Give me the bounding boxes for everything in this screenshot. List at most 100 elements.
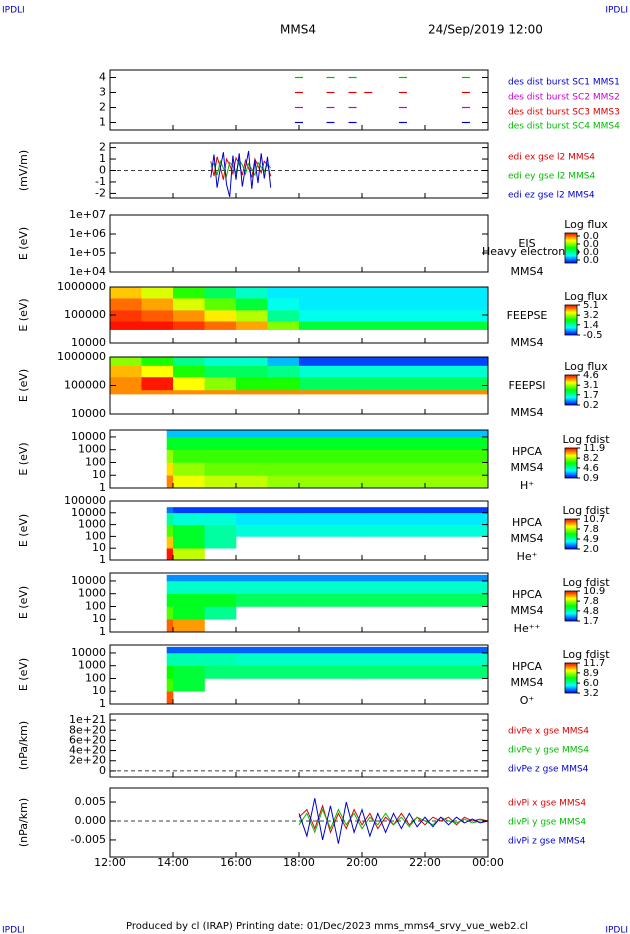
colorbar-tick-label: 1.7	[583, 616, 599, 627]
y-tick-label: 1e+21	[69, 713, 106, 726]
spectrogram-cell	[173, 678, 205, 692]
spectrogram-cell	[425, 365, 489, 378]
x-tick-label: 14:00	[157, 856, 189, 869]
spectrogram-cell	[267, 321, 300, 330]
spectrogram-cell	[267, 449, 300, 463]
y-tick-label: -0.005	[71, 833, 106, 846]
corner-mark: IPDLI	[2, 926, 25, 934]
y-tick-label: 10000	[71, 407, 106, 420]
spectrogram-cell	[204, 436, 237, 451]
spectrogram-cell	[166, 593, 174, 607]
panel-label: HPCA	[512, 588, 543, 601]
spectrogram-cell	[362, 357, 426, 366]
spectrogram-cell	[362, 580, 426, 595]
y-tick-label: 3	[99, 86, 106, 99]
legend-entry: des dist burst SC4 MMS4	[508, 122, 620, 132]
colorbar-tick-label: 4.9	[583, 534, 599, 545]
x-tick-label: 00:00	[472, 856, 504, 869]
x-tick-label: 16:00	[220, 856, 252, 869]
spectrogram-cell	[166, 574, 174, 582]
colorbar-tick-label: 0.0	[583, 231, 599, 242]
x-tick-label: 22:00	[409, 856, 441, 869]
spectrogram-cell	[425, 430, 489, 438]
spectrogram-cell	[204, 389, 237, 395]
spectrogram-cell	[267, 436, 300, 451]
spectrogram-cell	[299, 376, 363, 391]
y-tick-label: 1000	[78, 587, 106, 600]
spectrogram-cell	[236, 652, 268, 667]
y-tick-label: 1	[99, 553, 106, 566]
spectrogram-cell	[362, 512, 426, 525]
spectrogram-cell	[425, 524, 489, 537]
spectrogram-cell	[204, 298, 237, 311]
panel-label: MMS4	[511, 676, 544, 689]
spectrogram-cell	[204, 475, 237, 489]
footer-text: Produced by cl (IRAP) Printing date: 01/…	[126, 921, 528, 932]
spectrogram-cell	[299, 365, 363, 378]
spectrogram-cell	[236, 389, 268, 395]
spectrogram-cell	[141, 298, 174, 311]
spectrogram-cell	[236, 507, 268, 514]
y-tick-label: 4e+20	[69, 744, 106, 757]
spectrogram-cell	[204, 462, 237, 476]
y-tick-label: 6e+20	[69, 733, 106, 746]
panel-label: MMS4	[511, 406, 544, 419]
spectrogram-cell	[236, 310, 268, 322]
spectrogram-cell	[110, 321, 142, 330]
y-axis-label: E (eV)	[17, 298, 30, 331]
spectrogram-cell	[425, 389, 489, 395]
spectrogram-cell	[173, 436, 205, 451]
spectrogram-cell	[166, 462, 174, 476]
spectrogram-cell	[267, 507, 300, 514]
spectrogram-cell	[110, 287, 142, 299]
legend-entry: edi ey gse l2 MMS4	[508, 172, 595, 182]
spectrogram-cell	[299, 321, 363, 330]
spectrogram-cell	[362, 462, 426, 476]
spectrogram-cell	[173, 606, 205, 620]
spectrogram-cell	[299, 665, 363, 679]
spectrogram-cell	[267, 298, 300, 311]
y-tick-label: 1000	[78, 518, 106, 531]
spectrogram-cell	[425, 298, 489, 311]
panel-label: EIS	[518, 237, 535, 250]
y-axis-label: E (eV)	[17, 369, 30, 402]
y-tick-label: 10000	[71, 574, 106, 587]
spectrogram-cell	[425, 287, 489, 299]
spectrogram-cell	[173, 548, 205, 561]
spectrogram-cell	[362, 449, 426, 463]
colorbar-tick-label: 8.9	[583, 668, 599, 679]
panel-label: HPCA	[512, 516, 543, 529]
spectrogram-cell	[173, 646, 205, 654]
spectrogram-cell	[110, 357, 142, 366]
spectrogram-cell	[267, 310, 300, 322]
spectrogram-cell	[267, 512, 300, 525]
spectrogram-cell	[110, 310, 142, 322]
legend-entry: des dist burst SC1 MMS1	[508, 78, 620, 88]
colorbar-tick-label: 1.7	[583, 390, 599, 401]
colorbar-tick-label: 2.0	[583, 544, 599, 555]
colorbar-tick-label: 7.8	[583, 596, 599, 607]
spectrogram-cell	[362, 646, 426, 654]
y-tick-label: 100	[85, 455, 106, 468]
colorbar-tick-label: 0.0	[583, 247, 599, 258]
y-tick-label: 1000	[78, 659, 106, 672]
colorbar-tick-label: 3.1	[583, 380, 599, 391]
spectrogram-cell	[173, 574, 205, 582]
spectrogram-cell	[236, 449, 268, 463]
y-tick-label: 8e+20	[69, 723, 106, 736]
spectrogram-cell	[425, 652, 489, 667]
y-tick-label: 100	[85, 529, 106, 542]
spectrogram-cell	[173, 389, 205, 395]
spectrogram-cell	[236, 665, 268, 679]
spectrogram-cell	[299, 574, 363, 582]
spectrogram-cell	[299, 512, 363, 525]
spectrogram-cell	[425, 449, 489, 463]
colorbar-tick-label: 1.4	[583, 320, 599, 331]
spectrogram-cell	[362, 287, 426, 299]
colorbar-tick-label: 6.0	[583, 678, 599, 689]
x-tick-label: 20:00	[346, 856, 378, 869]
spectrogram-cell	[204, 507, 237, 514]
spectrogram-cell	[204, 310, 237, 322]
spectrogram-cell	[236, 321, 268, 330]
panel-label: HPCA	[512, 660, 543, 673]
